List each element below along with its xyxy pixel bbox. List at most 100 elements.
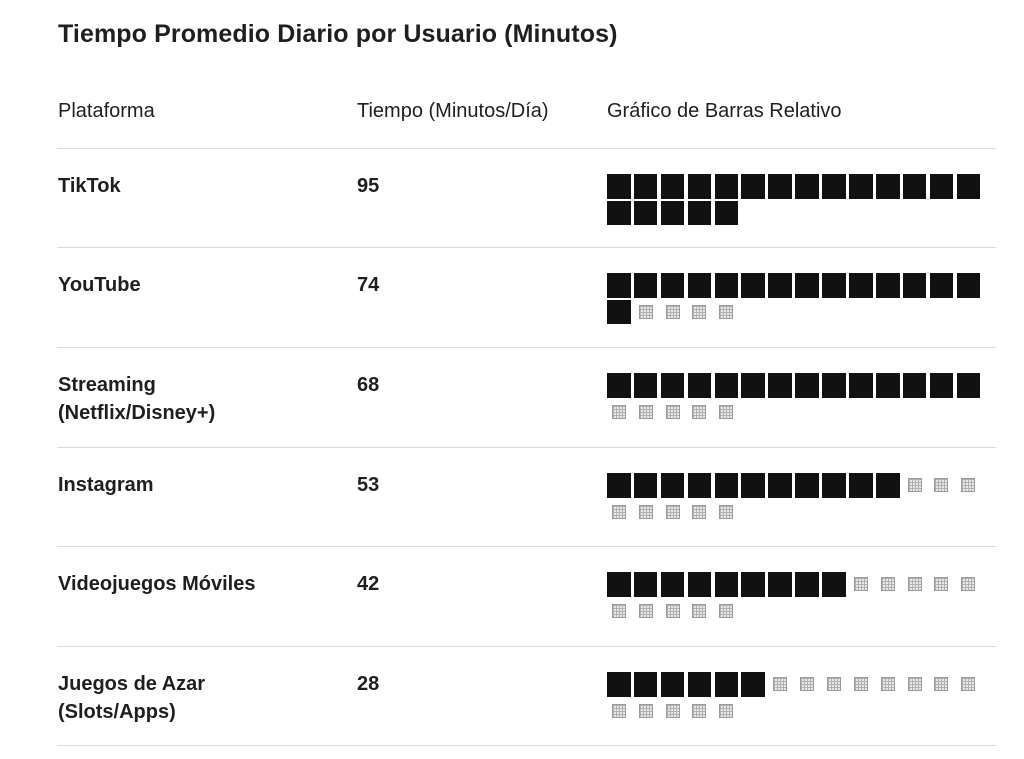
square-with-grid-icon <box>903 572 927 597</box>
square-with-grid-icon <box>715 599 739 624</box>
black-large-square-icon <box>741 672 766 697</box>
relative-bar <box>607 572 997 623</box>
square-with-grid-icon <box>661 400 685 425</box>
black-large-square-icon <box>822 174 846 199</box>
platform-name-line: TikTok <box>58 175 121 197</box>
black-large-square-icon <box>929 273 954 298</box>
table-row: TikTok 95 <box>57 149 996 248</box>
platform-name-line: (Netflix/Disney+) <box>58 402 216 424</box>
black-large-square-icon <box>795 572 819 597</box>
square-with-grid-icon <box>634 500 658 525</box>
black-large-square-icon <box>633 572 658 597</box>
black-large-square-icon <box>687 273 712 298</box>
square-with-grid-icon <box>688 400 712 425</box>
black-large-square-icon <box>741 174 766 199</box>
black-large-square-icon <box>714 174 739 199</box>
black-large-square-icon <box>822 473 846 498</box>
square-with-grid-icon <box>607 400 631 425</box>
square-with-grid-icon <box>607 599 631 624</box>
black-large-square-icon <box>633 174 658 199</box>
black-large-square-icon <box>633 672 658 697</box>
black-large-square-icon <box>929 174 954 199</box>
black-large-square-icon <box>633 273 658 298</box>
square-with-grid-icon <box>903 672 927 697</box>
black-large-square-icon <box>795 273 819 298</box>
square-with-grid-icon <box>688 500 712 525</box>
black-large-square-icon <box>714 373 739 398</box>
square-with-grid-icon <box>930 572 954 597</box>
black-large-square-icon <box>849 373 873 398</box>
square-with-grid-icon <box>849 572 873 597</box>
platform-name-line: Streaming <box>58 374 156 396</box>
square-with-grid-icon <box>688 300 712 325</box>
square-with-grid-icon <box>715 699 739 724</box>
black-large-square-icon <box>849 174 873 199</box>
square-with-grid-icon <box>822 672 846 697</box>
header-chart: Gráfico de Barras Relativo <box>607 100 842 122</box>
black-large-square-icon <box>768 273 792 298</box>
black-large-square-icon <box>633 473 658 498</box>
black-large-square-icon <box>687 200 712 225</box>
square-with-grid-icon <box>688 599 712 624</box>
minutes-value: 74 <box>357 274 380 296</box>
black-large-square-icon <box>687 174 712 199</box>
black-large-square-icon <box>795 373 819 398</box>
black-large-square-icon <box>768 174 792 199</box>
square-with-grid-icon <box>876 672 900 697</box>
black-large-square-icon <box>633 200 658 225</box>
square-with-grid-icon <box>876 572 900 597</box>
square-with-grid-icon <box>715 300 739 325</box>
data-table: Plataforma Tiempo (Minutos/Día) Gráfico … <box>57 88 996 746</box>
black-large-square-icon <box>660 672 685 697</box>
black-large-square-icon <box>607 473 631 498</box>
square-with-grid-icon <box>930 672 954 697</box>
platform-name: Juegos de Azar (Slots/Apps) <box>58 670 205 726</box>
square-with-grid-icon <box>634 300 658 325</box>
square-with-grid-icon <box>634 599 658 624</box>
black-large-square-icon <box>822 572 846 597</box>
black-large-square-icon <box>795 473 819 498</box>
black-large-square-icon <box>875 273 900 298</box>
square-with-grid-icon <box>768 672 792 697</box>
black-large-square-icon <box>768 572 792 597</box>
black-large-square-icon <box>902 273 927 298</box>
minutes-value: 68 <box>357 374 380 396</box>
black-large-square-icon <box>687 672 712 697</box>
black-large-square-icon <box>660 200 685 225</box>
platform-name: Instagram <box>58 471 154 499</box>
minutes-value: 53 <box>357 474 380 496</box>
table-row: Juegos de Azar (Slots/Apps) 28 <box>57 647 996 746</box>
minutes-value: 42 <box>357 573 380 595</box>
black-large-square-icon <box>849 273 873 298</box>
platform-name-line: YouTube <box>58 274 141 296</box>
black-large-square-icon <box>714 672 739 697</box>
black-large-square-icon <box>956 273 981 298</box>
black-large-square-icon <box>768 473 792 498</box>
platform-name-line: Juegos de Azar <box>58 673 206 695</box>
platform-name: TikTok <box>58 172 121 200</box>
square-with-grid-icon <box>957 672 981 697</box>
black-large-square-icon <box>714 473 739 498</box>
square-with-grid-icon <box>688 699 712 724</box>
black-large-square-icon <box>687 473 712 498</box>
square-with-grid-icon <box>634 699 658 724</box>
table-row: YouTube 74 <box>57 248 996 348</box>
black-large-square-icon <box>741 572 766 597</box>
black-large-square-icon <box>902 373 927 398</box>
black-large-square-icon <box>849 473 873 498</box>
black-large-square-icon <box>875 473 900 498</box>
square-with-grid-icon <box>930 473 954 498</box>
black-large-square-icon <box>795 174 819 199</box>
black-large-square-icon <box>687 572 712 597</box>
minutes-value: 28 <box>357 673 380 695</box>
platform-name: Videojuegos Móviles <box>58 570 255 598</box>
square-with-grid-icon <box>661 500 685 525</box>
black-large-square-icon <box>607 174 631 199</box>
square-with-grid-icon <box>661 599 685 624</box>
black-large-square-icon <box>822 273 846 298</box>
black-large-square-icon <box>660 273 685 298</box>
square-with-grid-icon <box>661 699 685 724</box>
black-large-square-icon <box>714 572 739 597</box>
black-large-square-icon <box>741 373 766 398</box>
relative-bar <box>607 273 997 324</box>
